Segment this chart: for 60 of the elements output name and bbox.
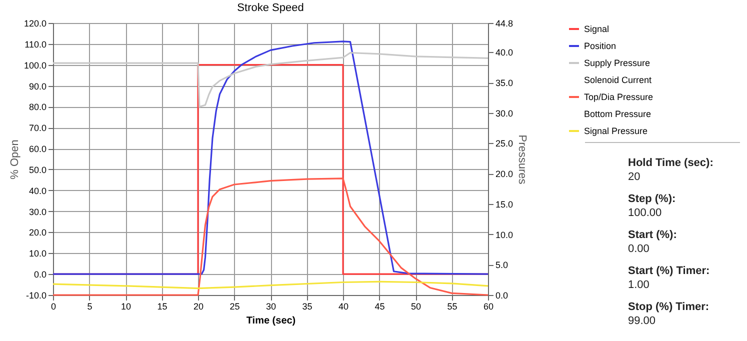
y-tick-label: -10.0 — [26, 290, 46, 300]
y-tick-label: 90.0 — [28, 81, 46, 92]
y2-tick-label: 0.0 — [496, 290, 508, 300]
text: 99.00 — [628, 314, 657, 328]
y-tick-label: 0.0 — [34, 270, 46, 280]
x-tick-label: 0 — [50, 302, 56, 312]
y-tick-label: 10.0 — [28, 248, 46, 259]
legend-label: Signal — [584, 24, 610, 34]
y-tick-label: 120.0 — [24, 18, 46, 28]
x-tick-label: 20 — [193, 302, 204, 312]
text: Start (%) Timer: — [628, 264, 711, 278]
text: Hold Time (sec): — [628, 156, 714, 170]
text: Solenoid Current — [584, 75, 652, 85]
y2-tick-label: 44.8 — [496, 18, 514, 28]
legend-label: Supply Pressure — [584, 58, 650, 68]
line-series — [52, 280, 489, 290]
y2-tick-label: 20.0 — [496, 169, 514, 180]
y-tick-label: 30.0 — [28, 206, 46, 217]
x-tick-label: 35 — [302, 302, 312, 312]
x-tick-label: 15 — [157, 302, 168, 312]
legend-label: Top/Dia Pressure — [584, 92, 654, 102]
y-tick-label: 80.0 — [28, 102, 46, 112]
y-tick-label: 110.0 — [24, 39, 46, 50]
legend-label: Signal Pressure — [584, 126, 648, 136]
legend-label: Position — [584, 41, 616, 51]
text: Stop (%) Timer: — [628, 300, 710, 314]
y-tick-label: 100.0 — [24, 60, 46, 70]
text: Step (%): — [628, 192, 677, 206]
line-series — [52, 52, 489, 108]
x-tick-label: 50 — [410, 302, 422, 312]
y2-tick-label: 15.0 — [496, 199, 514, 210]
chart-title: Stroke Speed — [237, 2, 304, 14]
y2-tick-label: 30.0 — [496, 108, 514, 118]
x-tick-label: 25 — [230, 302, 240, 312]
text: 0.00 — [628, 242, 650, 256]
text: Start (%): — [628, 228, 678, 242]
x-axis-title: Time (sec) — [246, 316, 296, 326]
text: 100.00 — [628, 206, 663, 220]
y2-axis-title: Pressures — [516, 134, 528, 185]
x-tick-label: 40 — [338, 302, 349, 312]
y-tick-label: 60.0 — [28, 144, 46, 154]
x-tick-label: 60 — [483, 302, 494, 312]
y-tick-label: 20.0 — [28, 228, 46, 238]
x-tick-label: 10 — [120, 302, 132, 312]
x-tick-label: 45 — [374, 302, 385, 312]
y-tick-label: 50.0 — [28, 164, 46, 175]
y-tick-label: 40.0 — [28, 186, 46, 196]
text: 1.00 — [628, 278, 650, 292]
y2-tick-label: 5.0 — [496, 260, 508, 270]
x-tick-label: 30 — [266, 302, 276, 312]
text: Bottom Pressure — [584, 109, 652, 119]
y-tick-label: 70.0 — [28, 123, 46, 134]
y2-tick-label: 40.0 — [496, 48, 514, 58]
y2-tick-label: 35.0 — [496, 78, 514, 88]
x-tick-label: 5 — [87, 302, 92, 312]
y2-tick-label: 25.0 — [496, 138, 514, 149]
text: 20 — [628, 170, 642, 184]
y2-tick-label: 10.0 — [496, 230, 514, 240]
y-axis-title: % Open — [8, 140, 21, 180]
x-tick-label: 55 — [447, 302, 458, 312]
